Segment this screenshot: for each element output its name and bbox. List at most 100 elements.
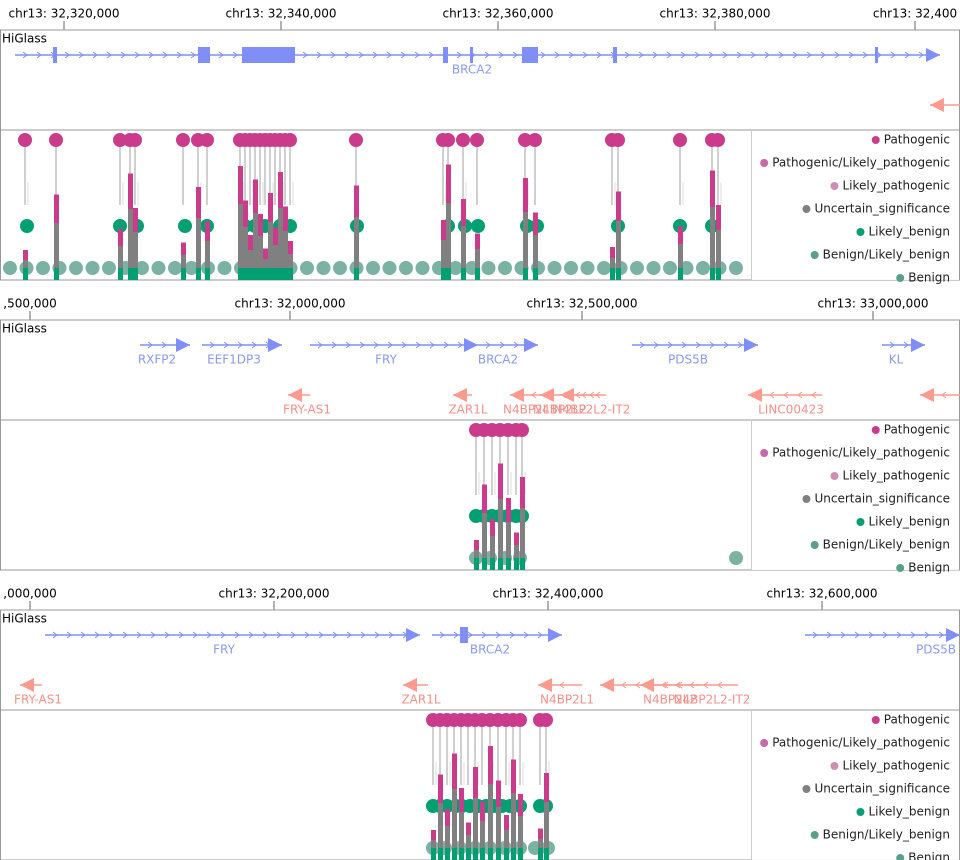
gene-chevron — [136, 631, 142, 639]
bar-benign — [248, 268, 253, 280]
gene-chevron — [94, 631, 100, 639]
bar-uncertain — [514, 545, 519, 570]
gene-chevron — [439, 631, 445, 639]
gene-chevron — [388, 631, 394, 639]
gene-chevron — [302, 51, 308, 59]
bar-benign — [253, 268, 258, 280]
bar-benign — [518, 848, 523, 860]
bar-benign — [54, 268, 59, 280]
dot-benign — [102, 261, 116, 275]
legend-swatch — [856, 518, 865, 526]
dot-likely-benign — [178, 219, 192, 233]
gene-arrow — [406, 628, 420, 642]
bar-benign — [431, 848, 436, 860]
bar-pathogenic — [273, 227, 278, 245]
dot-pathogenic — [515, 423, 529, 437]
gene-chevron — [903, 341, 909, 349]
bar-uncertain — [616, 221, 621, 280]
axis-tick-label: chr13: 32,360,000 — [443, 7, 554, 21]
dot-benign — [184, 261, 199, 275]
axis-tick-label: chr13: 32,200,000 — [219, 587, 330, 601]
bar-uncertain — [238, 204, 243, 280]
bar-pathogenic — [488, 746, 493, 784]
dot-benign — [135, 261, 149, 275]
bar-uncertain — [520, 508, 525, 570]
legend-label: Benign — [908, 561, 950, 575]
gene-label: PDS5B — [916, 643, 956, 657]
gene-arrow — [548, 628, 562, 642]
legend-swatch — [871, 426, 880, 434]
bar-pathogenic — [205, 221, 210, 241]
bar-pathogenic — [118, 229, 123, 246]
gene-chevron — [457, 341, 463, 349]
bar-uncertain — [459, 812, 464, 860]
bar-benign — [678, 268, 683, 280]
bar-pathogenic — [523, 178, 528, 212]
legend-swatch — [871, 136, 880, 144]
gene-chevron — [52, 631, 58, 639]
gene-label: FRY-AS1 — [283, 403, 331, 417]
bar-uncertain — [253, 213, 258, 280]
dot-pathogenic — [539, 713, 553, 727]
bar-benign — [523, 268, 528, 280]
bar-uncertain — [498, 499, 503, 570]
gene-chevron — [209, 341, 215, 349]
gene-chevron — [485, 341, 491, 349]
dot-benign — [696, 261, 710, 275]
legend-label: Pathogenic — [884, 713, 950, 727]
bar-uncertain — [181, 255, 186, 280]
gene-arrow — [911, 338, 925, 352]
gene-exon — [613, 47, 617, 63]
gene-chevron — [318, 631, 324, 639]
dot-benign — [498, 261, 512, 275]
legend-label: Likely_pathogenic — [842, 469, 950, 483]
gene-arrow — [744, 338, 758, 352]
gene-chevron — [400, 51, 406, 59]
gene-chevron — [317, 341, 323, 349]
bar-pathogenic — [263, 248, 268, 259]
gene-chevron — [414, 51, 420, 59]
bar-benign — [354, 268, 359, 280]
gene-chevron — [896, 631, 902, 639]
bar-uncertain — [506, 522, 511, 570]
gene-chevron — [443, 341, 449, 349]
gene-arrow — [560, 388, 574, 402]
legend-label: Likely_benign — [868, 805, 950, 819]
gene-chevron — [330, 51, 336, 59]
gene-chevron — [373, 341, 379, 349]
legend-swatch — [760, 159, 769, 167]
gene-chevron — [358, 51, 364, 59]
gene-chevron — [80, 631, 86, 639]
gene-label: ZAR1L — [448, 403, 487, 417]
legend-label: Benign/Likely_benign — [823, 828, 950, 842]
gene-chevron — [635, 681, 641, 689]
bar-uncertain — [488, 784, 493, 860]
gene-exon — [443, 47, 448, 63]
dot-benign — [646, 261, 661, 275]
gene-chevron — [251, 341, 257, 349]
gene-chevron — [703, 681, 709, 689]
bar-benign — [520, 558, 525, 570]
gene-arrow — [464, 338, 478, 352]
bar-benign — [446, 268, 451, 280]
bar-pathogenic — [504, 815, 509, 830]
axis-tick-label: chr13: 32,320,000 — [9, 7, 120, 21]
bar-benign — [473, 848, 478, 860]
gene-chevron — [862, 51, 868, 59]
bar-benign — [258, 268, 263, 280]
bar-uncertain — [268, 222, 273, 280]
gene-chevron — [638, 51, 644, 59]
gene-chevron — [695, 341, 701, 349]
gene-chevron — [764, 51, 770, 59]
gene-exon — [522, 47, 538, 63]
bar-pathogenic — [533, 212, 538, 235]
gene-label: LINC00423 — [758, 403, 824, 417]
bar-uncertain — [461, 226, 466, 280]
legend-swatch — [856, 228, 865, 236]
bar-pathogenic — [278, 172, 283, 208]
gene-chevron — [750, 51, 756, 59]
gene-chevron — [206, 631, 212, 639]
gene-chevron — [792, 51, 798, 59]
dot-pathogenic — [349, 133, 363, 147]
